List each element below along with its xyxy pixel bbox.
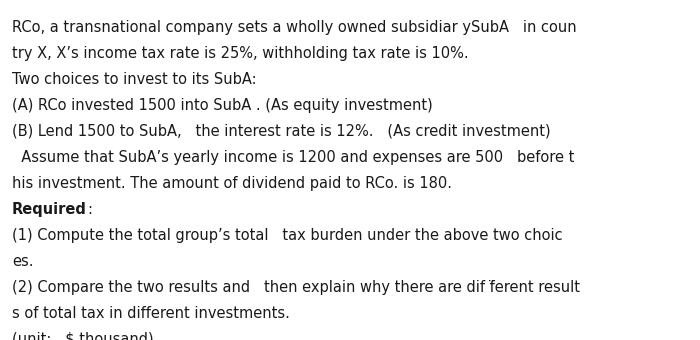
- Text: (2) Compare the two results and   then explain why there are dif f̈erent result: (2) Compare the two results and then exp…: [12, 280, 580, 295]
- Text: s of total tax in different investments.: s of total tax in different investments.: [12, 306, 290, 321]
- Text: (unit:   $ thousand): (unit: $ thousand): [12, 332, 153, 340]
- Text: Required: Required: [12, 202, 87, 217]
- Text: :: :: [87, 202, 92, 217]
- Text: RCo, a transnational company sets a wholly owned subsidiar ySubA   in coun: RCo, a transnational company sets a whol…: [12, 20, 577, 35]
- Text: (1) Compute the total group’s total   tax burden under the above two choic: (1) Compute the total group’s total tax …: [12, 228, 563, 243]
- Text: (B) Lend 1500 to SubA,   the interest rate is 12%.   (As credit investment): (B) Lend 1500 to SubA, the interest rate…: [12, 124, 551, 139]
- Text: Two choices to invest to its SubA:: Two choices to invest to its SubA:: [12, 72, 257, 87]
- Text: his investment. The amount of dividend paid to RCo. is 180.: his investment. The amount of dividend p…: [12, 176, 452, 191]
- Text: (A) RCo invested 1500 into SubA . (As equity investment): (A) RCo invested 1500 into SubA . (As eq…: [12, 98, 433, 113]
- Text: try X, X’s income tax rate is 25%, withholding tax rate is 10%.: try X, X’s income tax rate is 25%, withh…: [12, 46, 468, 61]
- Text: es.: es.: [12, 254, 34, 269]
- Text: Assume that SubA’s yearly income is 1200 and expenses are 500   before t: Assume that SubA’s yearly income is 1200…: [12, 150, 575, 165]
